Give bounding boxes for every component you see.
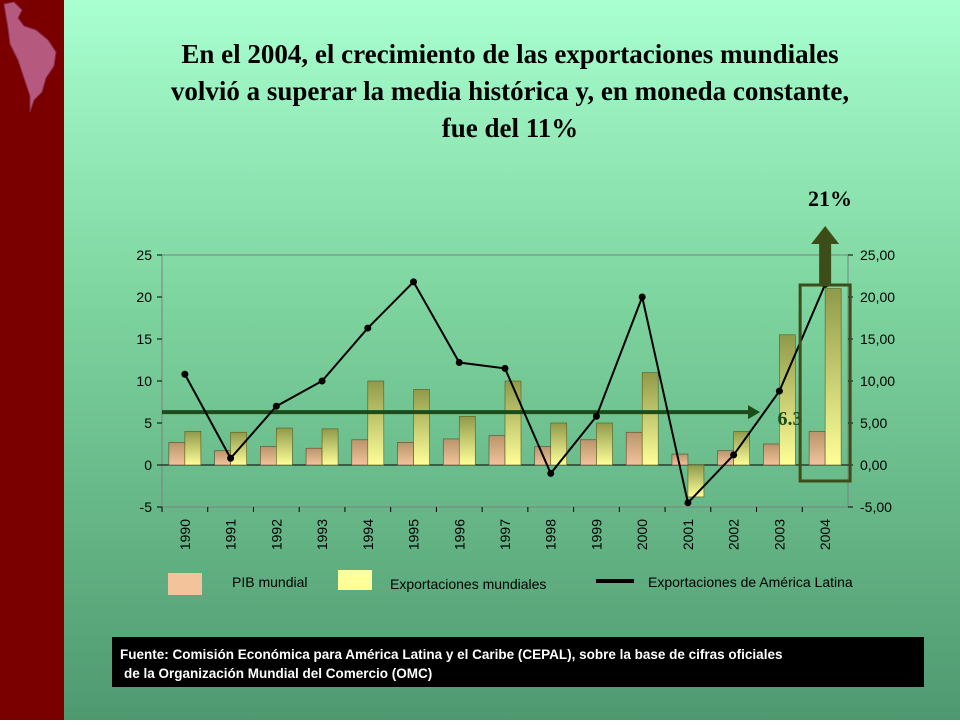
- point-exports-la-1991: [227, 454, 235, 462]
- chart-legend: PIB mundial Exportaciones mundiales Expo…: [168, 570, 853, 595]
- x-tick-label: 1999: [588, 519, 604, 550]
- x-tick-label: 1997: [497, 519, 513, 550]
- point-exports-la-1998: [547, 469, 555, 477]
- y-left-tick-label: -5: [140, 499, 153, 515]
- bar-exports-world-1992: [276, 427, 293, 466]
- legend-swatch-pib: [168, 573, 202, 595]
- slide-title: En el 2004, el crecimiento de las export…: [170, 39, 850, 143]
- bar-pib-2003: [763, 443, 780, 466]
- bar-pib-2000: [625, 431, 643, 466]
- up-arrow-shaft: [819, 243, 832, 285]
- slide-background: [64, 0, 960, 720]
- bar-exports-world-1993: [321, 428, 339, 466]
- point-exports-la-2002: [730, 451, 738, 459]
- y-left-tick-label: 20: [136, 289, 152, 305]
- x-tick-label: 1991: [223, 519, 239, 550]
- bar-exports-world-1994: [367, 380, 385, 466]
- point-exports-la-1990: [181, 370, 189, 378]
- bar-pib-2004: [808, 431, 826, 466]
- y-right-tick-label: 10,00: [860, 373, 895, 389]
- y-left-tick-label: 10: [136, 373, 152, 389]
- y-right-tick-label: 5,00: [860, 415, 887, 431]
- legend-label-exports-la: Exportaciones de América Latina: [648, 574, 853, 590]
- y-right-tick-label: 25,00: [860, 247, 895, 263]
- point-exports-la-1994: [364, 324, 372, 332]
- y-right-tick-label: 20,00: [860, 289, 895, 305]
- bar-exports-world-2000: [641, 372, 659, 466]
- latin-america-map-icon: [3, 1, 57, 113]
- bar-pib-1992: [260, 446, 277, 466]
- source-note: Fuente: Comisión Económica para América …: [112, 637, 924, 687]
- bar-exports-world-1995: [413, 389, 430, 466]
- legend-swatch-exports-world: [338, 570, 372, 590]
- point-exports-la-1993: [318, 377, 326, 385]
- x-tick-label: 2000: [634, 519, 650, 550]
- x-tick-label: 2003: [771, 519, 787, 550]
- source-line-1: Fuente: Comisión Económica para América …: [120, 647, 783, 662]
- bar-pib-1999: [580, 439, 597, 466]
- legend-label-pib: PIB mundial: [232, 574, 307, 590]
- point-exports-la-2001: [684, 499, 692, 507]
- x-tick-label: 2004: [817, 519, 833, 550]
- x-tick-label: 2001: [680, 519, 696, 550]
- bar-exports-world-1997: [504, 380, 522, 466]
- point-exports-la-1995: [410, 278, 418, 286]
- bar-pib-1994: [351, 439, 369, 466]
- x-tick-label: 2002: [726, 519, 742, 550]
- x-tick-label: 1995: [406, 519, 422, 550]
- point-exports-la-1997: [501, 364, 509, 372]
- bar-exports-world-2001: [687, 464, 705, 498]
- point-exports-la-2003: [775, 387, 783, 395]
- y-right-tick-label: -5,00: [860, 499, 892, 515]
- bar-pib-1990: [168, 442, 186, 466]
- point-exports-la-1992: [272, 402, 280, 410]
- bar-pib-1993: [305, 447, 323, 466]
- callout-21-percent: 21%: [808, 186, 852, 211]
- sidebar-map-panel: [0, 0, 64, 720]
- x-tick-label: 1994: [360, 519, 376, 550]
- up-arrow-head: [811, 226, 840, 244]
- point-exports-la-2000: [638, 293, 646, 301]
- bar-pib-1995: [397, 442, 414, 466]
- y-left-tick-label: 15: [136, 331, 152, 347]
- bar-exports-world-1998: [550, 422, 568, 466]
- bar-exports-world-1990: [184, 431, 202, 466]
- point-exports-la-1996: [455, 359, 463, 367]
- legend-label-exports-world: Exportaciones mundiales: [390, 576, 546, 592]
- bar-exports-world-2003: [779, 334, 796, 466]
- x-tick-label: 1993: [314, 519, 330, 550]
- x-tick-label: 1996: [451, 519, 467, 550]
- bar-pib-1997: [488, 435, 506, 466]
- average-arrowhead: [748, 405, 760, 420]
- x-tick-label: 1992: [268, 519, 284, 550]
- y-right-tick-label: 0,00: [860, 457, 887, 473]
- y-left-tick-label: 0: [144, 457, 152, 473]
- bar-exports-world-2004: [824, 288, 842, 466]
- bar-exports-world-1999: [596, 422, 613, 466]
- average-label: 6.3: [778, 408, 803, 430]
- y-left-tick-label: 5: [144, 415, 152, 431]
- point-exports-la-1999: [592, 412, 600, 420]
- y-left-tick-label: 25: [136, 247, 152, 263]
- y-right-tick-label: 15,00: [860, 331, 895, 347]
- x-tick-label: 1990: [177, 519, 193, 550]
- bar-pib-1996: [442, 438, 460, 466]
- source-line-2: de la Organización Mundial del Comercio …: [124, 666, 433, 681]
- bar-exports-world-1996: [458, 415, 476, 466]
- x-tick-label: 1998: [543, 519, 559, 550]
